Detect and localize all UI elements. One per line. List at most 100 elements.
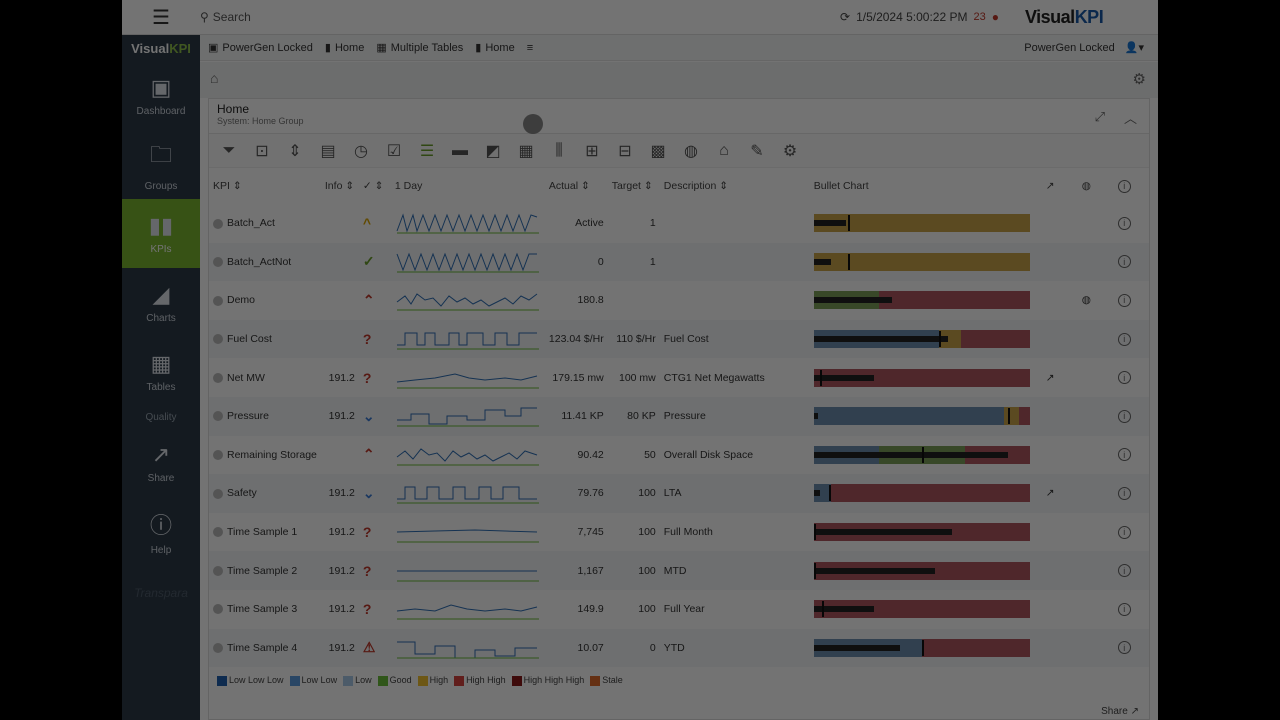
- kpi-name-cell[interactable]: Time Sample 3: [209, 590, 321, 629]
- kpi-name-cell[interactable]: Net MW: [209, 358, 321, 397]
- alert-count[interactable]: 23: [973, 11, 986, 23]
- refresh-icon[interactable]: ⟳: [840, 10, 851, 24]
- table-row[interactable]: Time Sample 2 191.2 ? 1,167 100 MTD i: [209, 551, 1149, 590]
- table-row[interactable]: Demo ⌃ 180.8 ◍ i: [209, 281, 1149, 320]
- kpi-name-cell[interactable]: Batch_ActNot: [209, 242, 321, 282]
- alert-icon[interactable]: ●: [991, 10, 999, 24]
- column-header-description[interactable]: Description ⇕: [663, 180, 729, 192]
- info-icon[interactable]: i: [1117, 602, 1131, 616]
- info-icon[interactable]: i: [1117, 371, 1131, 385]
- export-icon[interactable]: ⌂: [719, 141, 729, 159]
- sidebar-item-dashboard[interactable]: ▣ Dashboard: [136, 74, 186, 117]
- table-row[interactable]: Time Sample 4 191.2 ⚠ 10.07 0 YTD i: [209, 628, 1149, 668]
- info-button-cell[interactable]: i: [1113, 474, 1149, 513]
- share-button[interactable]: Share ↗: [1101, 706, 1139, 717]
- sparkline-cell[interactable]: [390, 474, 545, 513]
- sparkline-cell[interactable]: [391, 204, 545, 243]
- info-icon[interactable]: i: [1114, 168, 1149, 204]
- kpi-name-cell[interactable]: Demo: [209, 281, 321, 320]
- sparkline-cell[interactable]: [390, 242, 545, 282]
- globe-icon[interactable]: ◍: [1081, 294, 1091, 307]
- info-button-cell[interactable]: i: [1113, 628, 1149, 668]
- user-icon[interactable]: 👤▾: [1124, 42, 1144, 54]
- column-header-actual[interactable]: Actual ⇕: [548, 180, 590, 192]
- column-header-info[interactable]: Info ⇕: [324, 180, 355, 192]
- open-link-icon[interactable]: ↗: [1045, 180, 1055, 192]
- dashboard-selector[interactable]: PowerGen Locked: [1024, 41, 1115, 54]
- info-button-cell[interactable]: i: [1113, 242, 1149, 282]
- kpi-name-cell[interactable]: Pressure: [209, 396, 321, 436]
- table-row[interactable]: Batch_ActNot ✓ 0 1 i: [209, 242, 1149, 282]
- info-icon[interactable]: i: [1117, 409, 1131, 423]
- column-header-status[interactable]: ✓ ⇕: [362, 180, 384, 192]
- table-row[interactable]: Pressure 191.2 ⌄ 11.41 KP 80 KP Pressure…: [209, 396, 1149, 436]
- info-icon[interactable]: i: [1117, 255, 1131, 269]
- hamburger-menu-icon[interactable]: ☰: [152, 6, 170, 29]
- table-row[interactable]: Time Sample 3 191.2 ? 149.9 100 Full Yea…: [209, 590, 1149, 629]
- home-icon[interactable]: ⌂: [210, 70, 219, 86]
- sparkline-cell[interactable]: [391, 513, 545, 552]
- table-row[interactable]: Remaining Storage ⌃ 90.42 50 Overall Dis…: [209, 436, 1149, 475]
- gear-icon[interactable]: ⚙: [1132, 71, 1146, 88]
- sidebar-item-charts[interactable]: ◢ Charts: [146, 281, 176, 324]
- sparkline-cell[interactable]: [390, 628, 545, 668]
- checkbox-icon[interactable]: ☑: [386, 142, 402, 160]
- sidebar-item-tables[interactable]: ▦ Tables: [146, 350, 176, 393]
- history-icon[interactable]: ◷: [354, 142, 368, 160]
- filter-icon[interactable]: ⏷: [222, 141, 236, 159]
- settings-view-icon[interactable]: ⚙: [782, 142, 798, 160]
- table-row[interactable]: Batch_Act ^ Active 1 i: [209, 204, 1149, 243]
- sparkline-cell[interactable]: [391, 436, 545, 475]
- info-button-cell[interactable]: i: [1114, 436, 1149, 475]
- sidebar-item-groups[interactable]: 🗀 Groups: [122, 130, 200, 199]
- info-button-cell[interactable]: i: [1113, 551, 1149, 590]
- sidebar-item-kpis[interactable]: ▮▮ KPIs: [122, 199, 200, 268]
- info-icon[interactable]: i: [1117, 641, 1131, 655]
- column-header-target[interactable]: Target ⇕: [611, 180, 653, 192]
- info-button-cell[interactable]: i: [1114, 281, 1149, 320]
- sidebar-item-share[interactable]: ↗ Share: [147, 441, 175, 484]
- card-view-icon[interactable]: ▬: [452, 141, 468, 159]
- info-button-cell[interactable]: i: [1113, 396, 1149, 436]
- column-header-kpi[interactable]: KPI ⇕: [213, 180, 242, 192]
- info-button-cell[interactable]: i: [1114, 204, 1149, 243]
- info-icon[interactable]: i: [1117, 293, 1131, 307]
- info-button-cell[interactable]: i: [1114, 358, 1149, 397]
- layout-view-icon[interactable]: ⊟: [618, 142, 632, 160]
- table-row[interactable]: Time Sample 1 191.2 ? 7,745 100 Full Mon…: [209, 513, 1149, 552]
- info-button-cell[interactable]: i: [1114, 590, 1149, 629]
- info-icon[interactable]: i: [1117, 486, 1131, 500]
- info-icon[interactable]: i: [1117, 332, 1131, 346]
- maximize-icon[interactable]: ⤢: [1094, 109, 1105, 124]
- calendar-icon[interactable]: ▤: [320, 142, 336, 160]
- kpi-name-cell[interactable]: Remaining Storage: [209, 436, 321, 475]
- heatmap-view-icon[interactable]: ▩: [650, 142, 666, 160]
- sidebar-item-help[interactable]: ⓘ Help: [122, 497, 200, 566]
- sparkline-cell[interactable]: [391, 590, 545, 629]
- info-icon[interactable]: i: [1117, 448, 1131, 462]
- sidebar-item-quality[interactable]: Quality: [145, 411, 177, 423]
- edit-icon[interactable]: ✎: [750, 142, 764, 160]
- kpi-name-cell[interactable]: Batch_Act: [209, 204, 321, 243]
- globe-icon[interactable]: ◍: [684, 142, 698, 160]
- kpi-name-cell[interactable]: Time Sample 4: [209, 628, 321, 668]
- list-menu-icon[interactable]: ≡: [526, 41, 534, 54]
- tile-view-icon[interactable]: ⊞: [585, 142, 599, 160]
- breadcrumb-item[interactable]: ▮ Home: [475, 41, 515, 55]
- table-row[interactable]: Fuel Cost ? 123.04 $/Hr 110 $/Hr Fuel Co…: [209, 319, 1149, 359]
- list-view-icon[interactable]: ☰: [419, 142, 435, 160]
- kpi-name-cell[interactable]: Fuel Cost: [209, 319, 321, 359]
- breadcrumb-item[interactable]: ▣ PowerGen Locked: [208, 41, 313, 55]
- breadcrumb-item[interactable]: ▦ Multiple Tables: [376, 41, 464, 55]
- sparkline-cell[interactable]: [390, 551, 545, 590]
- open-link-icon[interactable]: ↗: [1045, 487, 1055, 500]
- info-icon[interactable]: i: [1117, 216, 1131, 230]
- column-view-icon[interactable]: ⫼: [555, 141, 563, 159]
- kpi-name-cell[interactable]: Safety: [209, 474, 321, 513]
- sparkline-cell[interactable]: [391, 281, 545, 320]
- kpi-name-cell[interactable]: Time Sample 2: [209, 551, 321, 590]
- chart-view-icon[interactable]: ◩: [485, 142, 501, 160]
- sparkline-cell[interactable]: [391, 358, 545, 397]
- info-icon[interactable]: i: [1117, 525, 1131, 539]
- expand-rows-icon[interactable]: ⇕: [288, 142, 302, 160]
